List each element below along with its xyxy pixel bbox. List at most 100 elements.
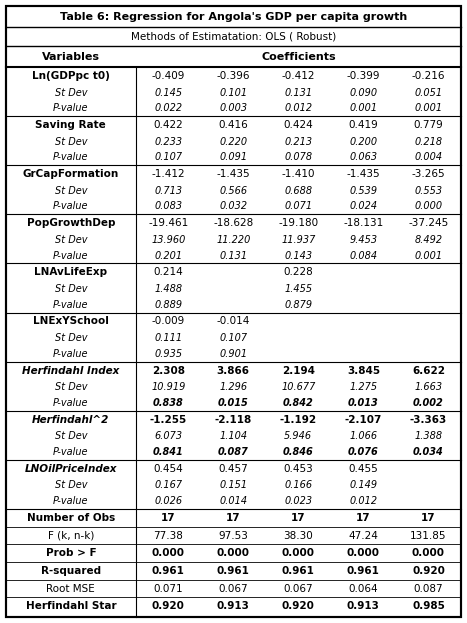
Text: St Dev: St Dev	[55, 333, 87, 343]
Text: 0.920: 0.920	[412, 566, 445, 576]
Text: 0.067: 0.067	[219, 584, 248, 594]
Text: Herfindahl Star: Herfindahl Star	[26, 601, 116, 611]
Text: 0.419: 0.419	[348, 120, 378, 130]
Text: 0.961: 0.961	[347, 566, 380, 576]
Text: 0.071: 0.071	[284, 201, 312, 211]
Text: St Dev: St Dev	[55, 136, 87, 146]
Text: -1.410: -1.410	[282, 169, 315, 179]
Text: 1.455: 1.455	[284, 284, 312, 294]
Text: 0.889: 0.889	[154, 300, 182, 310]
Text: 1.488: 1.488	[154, 284, 182, 294]
Text: R-squared: R-squared	[41, 566, 101, 576]
Text: PopGrowthDep: PopGrowthDep	[27, 218, 115, 228]
Text: 0.000: 0.000	[282, 548, 315, 558]
Text: 0.985: 0.985	[412, 601, 445, 611]
Text: 0.004: 0.004	[414, 153, 443, 163]
Text: 11.937: 11.937	[281, 235, 316, 245]
Text: 0.000: 0.000	[414, 201, 443, 211]
Text: St Dev: St Dev	[55, 431, 87, 441]
Text: -19.180: -19.180	[278, 218, 318, 228]
Text: 0.067: 0.067	[283, 584, 313, 594]
Text: Root MSE: Root MSE	[46, 584, 95, 594]
Text: 0.000: 0.000	[217, 548, 250, 558]
Text: 0.012: 0.012	[349, 496, 377, 506]
Text: 0.131: 0.131	[284, 88, 312, 98]
Text: St Dev: St Dev	[55, 480, 87, 490]
Text: St Dev: St Dev	[55, 186, 87, 196]
Text: 0.026: 0.026	[154, 496, 182, 506]
Text: -3.265: -3.265	[411, 169, 445, 179]
Text: 0.167: 0.167	[154, 480, 182, 490]
Bar	[6, 6, 461, 617]
Text: -18.628: -18.628	[213, 218, 254, 228]
Text: 0.913: 0.913	[347, 601, 380, 611]
Text: 0.566: 0.566	[219, 186, 248, 196]
Text: 131.85: 131.85	[410, 531, 447, 541]
Text: 17: 17	[161, 513, 176, 523]
Text: 17: 17	[291, 513, 305, 523]
Text: -0.009: -0.009	[152, 316, 185, 326]
Text: 0.214: 0.214	[153, 267, 183, 277]
Bar	[6, 6, 461, 617]
Text: 6.073: 6.073	[154, 431, 182, 441]
Text: 0.228: 0.228	[283, 267, 313, 277]
Text: 0.424: 0.424	[283, 120, 313, 130]
Text: Methods of Estimatation: OLS ( Robust): Methods of Estimatation: OLS ( Robust)	[131, 32, 336, 42]
Text: P-value: P-value	[53, 250, 89, 260]
Text: P-value: P-value	[53, 349, 89, 359]
Text: 0.145: 0.145	[154, 88, 182, 98]
Text: -1.255: -1.255	[149, 415, 187, 425]
Text: 0.166: 0.166	[284, 480, 312, 490]
Text: 97.53: 97.53	[219, 531, 248, 541]
Text: 0.023: 0.023	[284, 496, 312, 506]
Text: Number of Obs: Number of Obs	[27, 513, 115, 523]
Text: 0.846: 0.846	[283, 447, 314, 457]
Text: P-value: P-value	[53, 496, 89, 506]
Text: Herfindahl Index: Herfindahl Index	[22, 366, 120, 376]
Text: P-value: P-value	[53, 398, 89, 408]
Text: Herfindahl^2: Herfindahl^2	[32, 415, 110, 425]
Text: 0.107: 0.107	[219, 333, 248, 343]
Text: 0.713: 0.713	[154, 186, 182, 196]
Text: -2.107: -2.107	[345, 415, 382, 425]
Text: 0.879: 0.879	[284, 300, 312, 310]
Text: 0.013: 0.013	[348, 398, 379, 408]
Text: 0.553: 0.553	[414, 186, 443, 196]
Text: 0.218: 0.218	[414, 136, 443, 146]
Text: 0.015: 0.015	[218, 398, 248, 408]
Text: -1.435: -1.435	[347, 169, 380, 179]
Text: St Dev: St Dev	[55, 88, 87, 98]
Text: 0.688: 0.688	[284, 186, 312, 196]
Text: 11.220: 11.220	[216, 235, 250, 245]
Text: Variables: Variables	[42, 52, 100, 62]
Text: 0.422: 0.422	[153, 120, 183, 130]
Text: 3.866: 3.866	[217, 366, 250, 376]
Text: St Dev: St Dev	[55, 383, 87, 392]
Text: 0.920: 0.920	[152, 601, 184, 611]
Text: 0.453: 0.453	[283, 464, 313, 473]
Text: -18.131: -18.131	[343, 218, 383, 228]
Text: 0.961: 0.961	[282, 566, 315, 576]
Text: 13.960: 13.960	[151, 235, 185, 245]
Text: -3.363: -3.363	[410, 415, 447, 425]
Text: 10.919: 10.919	[151, 383, 185, 392]
Text: 0.064: 0.064	[348, 584, 378, 594]
Text: 0.842: 0.842	[283, 398, 314, 408]
Text: 0.078: 0.078	[284, 153, 312, 163]
Text: Table 6: Regression for Angola's GDP per capita growth: Table 6: Regression for Angola's GDP per…	[60, 11, 407, 22]
Text: 0.901: 0.901	[219, 349, 248, 359]
Text: 0.961: 0.961	[217, 566, 250, 576]
Text: 0.457: 0.457	[219, 464, 248, 473]
Text: 0.539: 0.539	[349, 186, 377, 196]
Text: 0.071: 0.071	[153, 584, 183, 594]
Text: 0.024: 0.024	[349, 201, 377, 211]
Text: 6.622: 6.622	[412, 366, 445, 376]
Text: 1.066: 1.066	[349, 431, 377, 441]
Text: 0.454: 0.454	[153, 464, 183, 473]
Text: 1.275: 1.275	[349, 383, 377, 392]
Text: 0.935: 0.935	[154, 349, 182, 359]
Text: 0.213: 0.213	[284, 136, 312, 146]
Text: 0.083: 0.083	[154, 201, 182, 211]
Text: 0.000: 0.000	[412, 548, 445, 558]
Text: 0.200: 0.200	[349, 136, 377, 146]
